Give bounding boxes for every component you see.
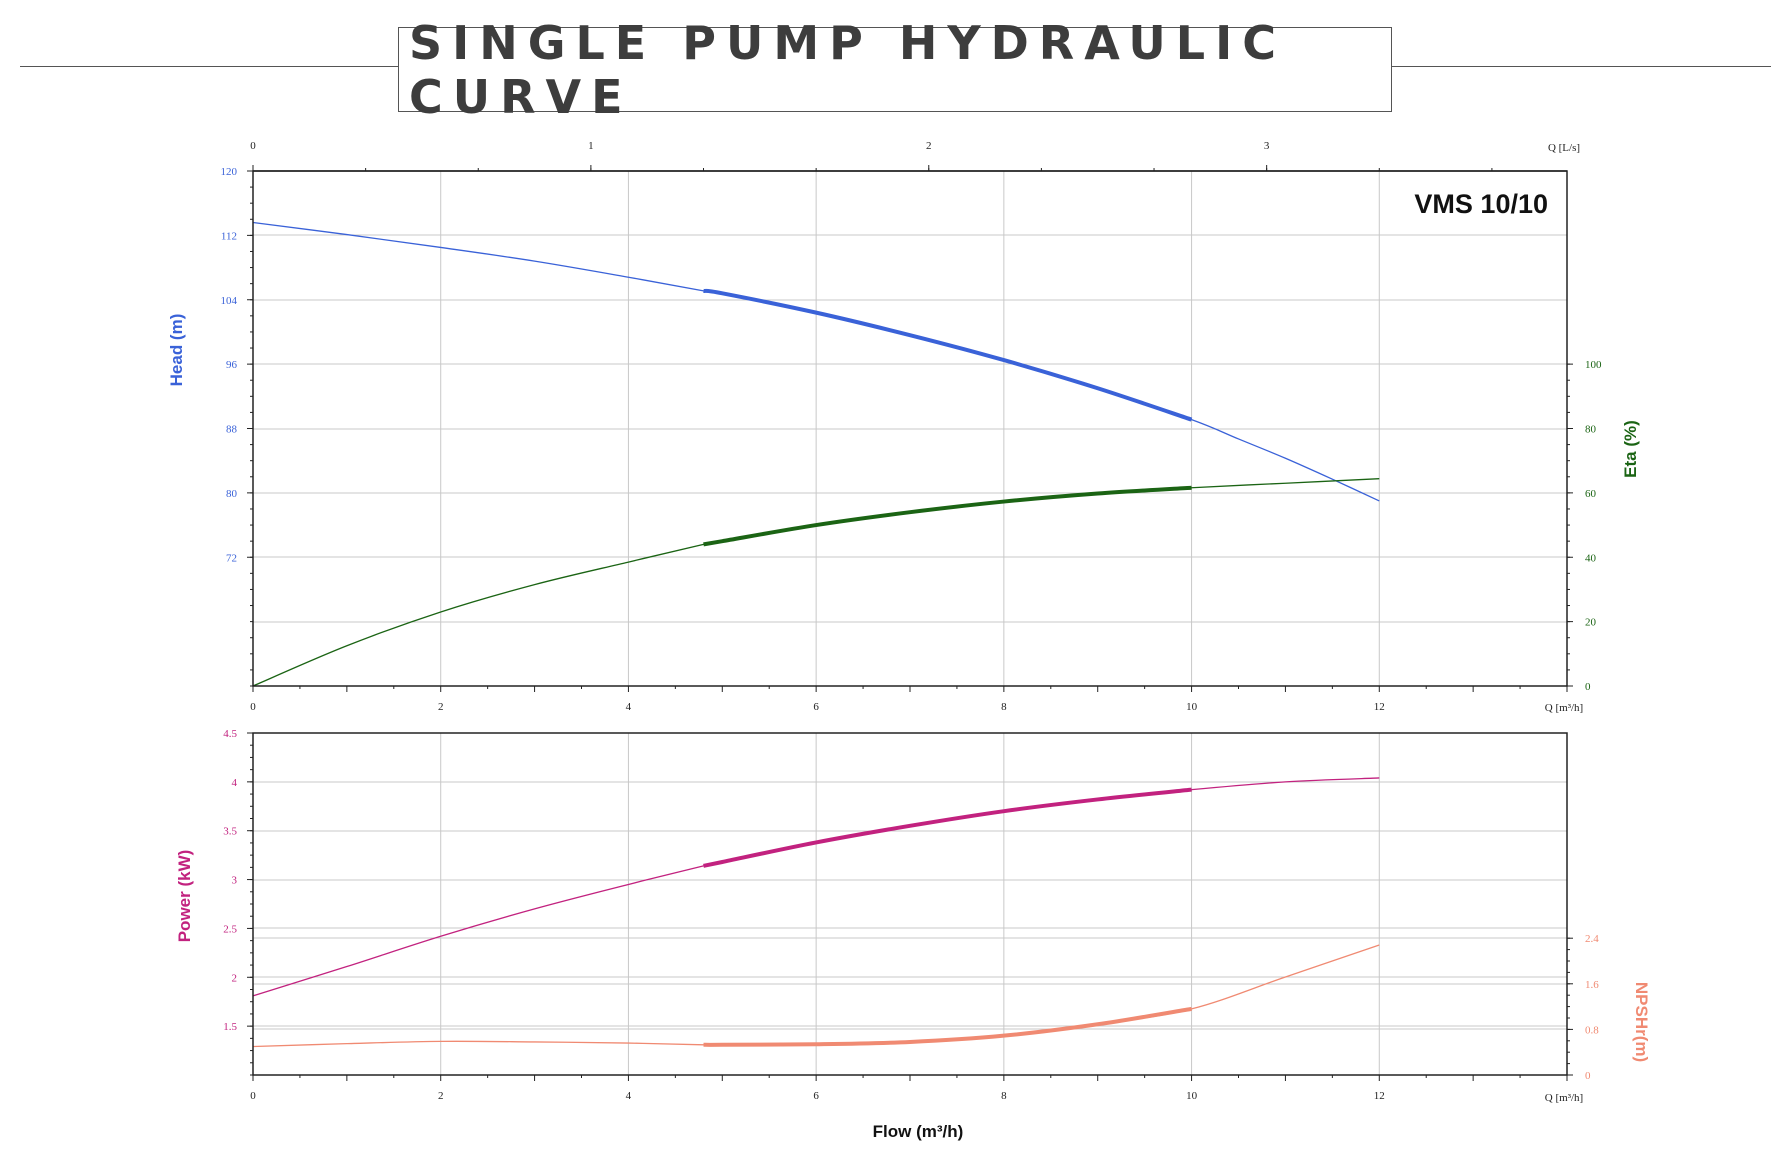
lower-series <box>252 777 1380 1048</box>
y-right-tick-label: 80 <box>1585 424 1597 436</box>
y-left-tick-label: 3.5 <box>223 826 237 838</box>
y-right-tick-label: 20 <box>1585 617 1597 629</box>
y-left-tick-label: 1.5 <box>223 1021 237 1033</box>
page-title: SINGLE PUMP HYDRAULIC CURVE <box>409 15 1286 124</box>
y-right-tick-label: 1.6 <box>1585 979 1599 991</box>
y-right-tick-label: 0 <box>1585 1070 1591 1082</box>
y-left-tick-label: 120 <box>221 166 238 178</box>
x-tick-label: 12 <box>1374 701 1385 713</box>
x-tick-label: 0 <box>250 1090 256 1102</box>
y-right-tick-label: 0.8 <box>1585 1024 1599 1036</box>
y-left-tick-label: 2 <box>232 972 238 984</box>
eta-axis-label: Eta (%) <box>1621 420 1640 478</box>
x-tick-label: 4 <box>626 701 632 713</box>
x-tick-label: 2 <box>438 701 444 713</box>
x-tick-label: 2 <box>438 1090 444 1102</box>
y-left-tick-label: 104 <box>221 295 238 307</box>
lower-plot-frame <box>252 732 1568 1076</box>
y-left-tick-label: 80 <box>226 488 238 500</box>
upper-x-unit-label: Q [m³/h] <box>1545 702 1583 714</box>
model-label: VMS 10/10 <box>1414 189 1548 219</box>
y-left-tick-label: 2.5 <box>223 923 237 935</box>
x-tick-label: 6 <box>813 701 819 713</box>
top-tick-label: 3 <box>1264 140 1270 152</box>
head-m-curve-highlight <box>703 288 1193 422</box>
power-kw-curve-highlight <box>703 787 1192 868</box>
title-box: SINGLE PUMP HYDRAULIC CURVE <box>398 16 1392 124</box>
npshr-m-curve-highlight <box>703 1006 1192 1047</box>
y-right-tick-label: 2.4 <box>1585 933 1599 945</box>
x-tick-label: 8 <box>1001 1090 1007 1102</box>
x-tick-label: 0 <box>250 701 256 713</box>
y-left-tick-label: 112 <box>221 230 237 242</box>
upper-series <box>252 221 1380 687</box>
y-right-tick-label: 100 <box>1585 359 1602 371</box>
top-tick-label: 0 <box>250 140 256 152</box>
head-axis-label: Head (m) <box>167 314 186 387</box>
power-axis-label: Power (kW) <box>175 850 194 943</box>
top-tick-label: 1 <box>588 140 594 152</box>
x-tick-label: 10 <box>1186 1090 1198 1102</box>
y-left-tick-label: 96 <box>226 359 238 371</box>
npshr-axis-label: NPSHr(m) <box>1632 982 1651 1062</box>
y-left-tick-label: 3 <box>232 875 238 887</box>
lower-x-unit-label: Q [m³/h] <box>1545 1092 1583 1104</box>
y-right-tick-label: 0 <box>1585 681 1591 693</box>
y-left-tick-label: 4 <box>232 777 238 789</box>
eta-curve-highlight <box>703 485 1192 547</box>
x-tick-label: 4 <box>626 1090 632 1102</box>
y-right-tick-label: 40 <box>1585 552 1597 564</box>
top-tick-label: 2 <box>926 140 932 152</box>
x-tick-label: 6 <box>813 1090 819 1102</box>
top-axis-unit-label: Q [L/s] <box>1548 142 1580 154</box>
flow-axis-label: Flow (m³/h) <box>873 1122 964 1141</box>
lower-ticks: 0 2 4 6 8 10 12 1.5 2 2.5 3 3.5 4 4.5 0 0.8 1.6 2.4 <box>223 728 1599 1102</box>
x-tick-label: 8 <box>1001 701 1007 713</box>
y-right-tick-label: 60 <box>1585 488 1597 500</box>
x-tick-label: 10 <box>1186 701 1198 713</box>
lower-panel-power-npshr: 0 2 4 6 8 10 12 1.5 2 2.5 3 3.5 4 4.5 0 0.8 1.6 2.4 Q [m³… <box>175 728 1651 1141</box>
y-left-tick-label: 88 <box>226 424 238 436</box>
x-tick-label: 12 <box>1374 1090 1385 1102</box>
lower-grid <box>252 733 1567 1075</box>
y-left-tick-label: 72 <box>226 552 237 564</box>
y-left-tick-label: 4.5 <box>223 728 237 740</box>
